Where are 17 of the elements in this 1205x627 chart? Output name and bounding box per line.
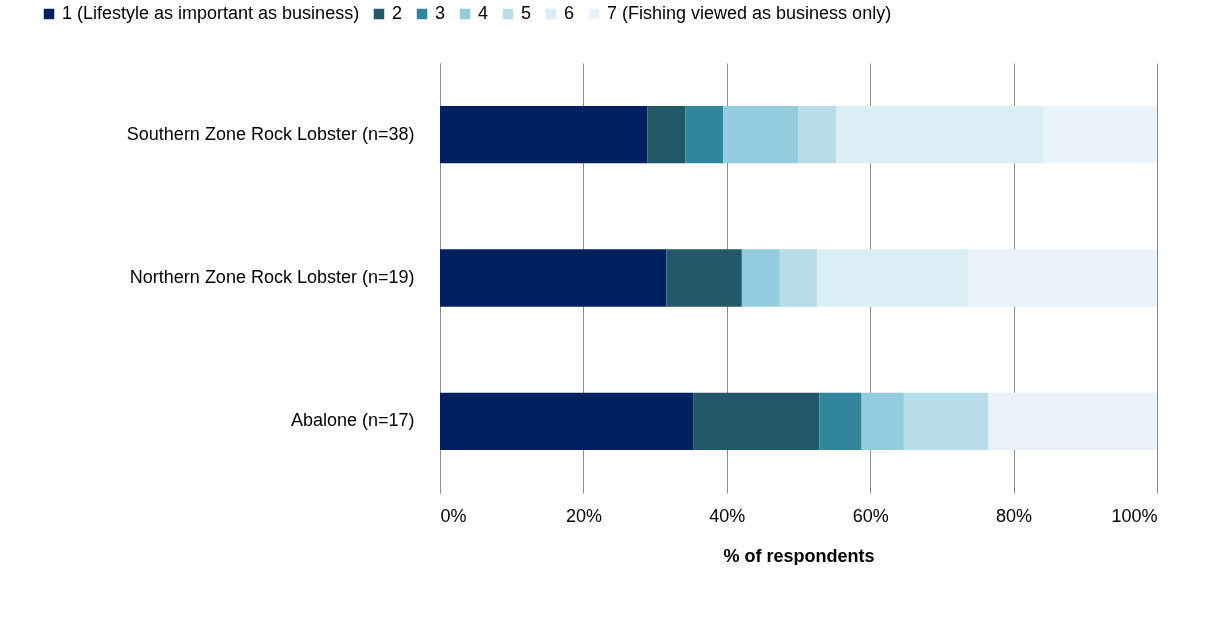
x-axis-title: % of respondents <box>723 545 875 566</box>
legend-label: 7 (Fishing viewed as business only) <box>607 3 892 23</box>
x-tick-label: 20% <box>565 505 602 526</box>
x-tick-label: 60% <box>852 505 889 526</box>
x-tick-label: 100% <box>1111 505 1158 526</box>
legend-label: 1 (Lifestyle as important as business) <box>62 3 360 23</box>
y-tick-label: Abalone (n=17) <box>290 410 415 431</box>
legend-label: 3 <box>435 3 446 23</box>
legend-label: 6 <box>564 3 575 23</box>
legend-label: 5 <box>521 3 532 23</box>
x-tick-label: 80% <box>996 505 1033 526</box>
y-tick-label: Southern Zone Rock Lobster (n=38) <box>126 123 415 144</box>
x-tick-label: 0% <box>440 505 467 526</box>
y-tick-label: Northern Zone Rock Lobster (n=19) <box>129 267 415 287</box>
x-tick-label: 40% <box>709 505 746 526</box>
legend-label: 4 <box>478 3 489 23</box>
legend-label: 2 <box>392 3 403 23</box>
